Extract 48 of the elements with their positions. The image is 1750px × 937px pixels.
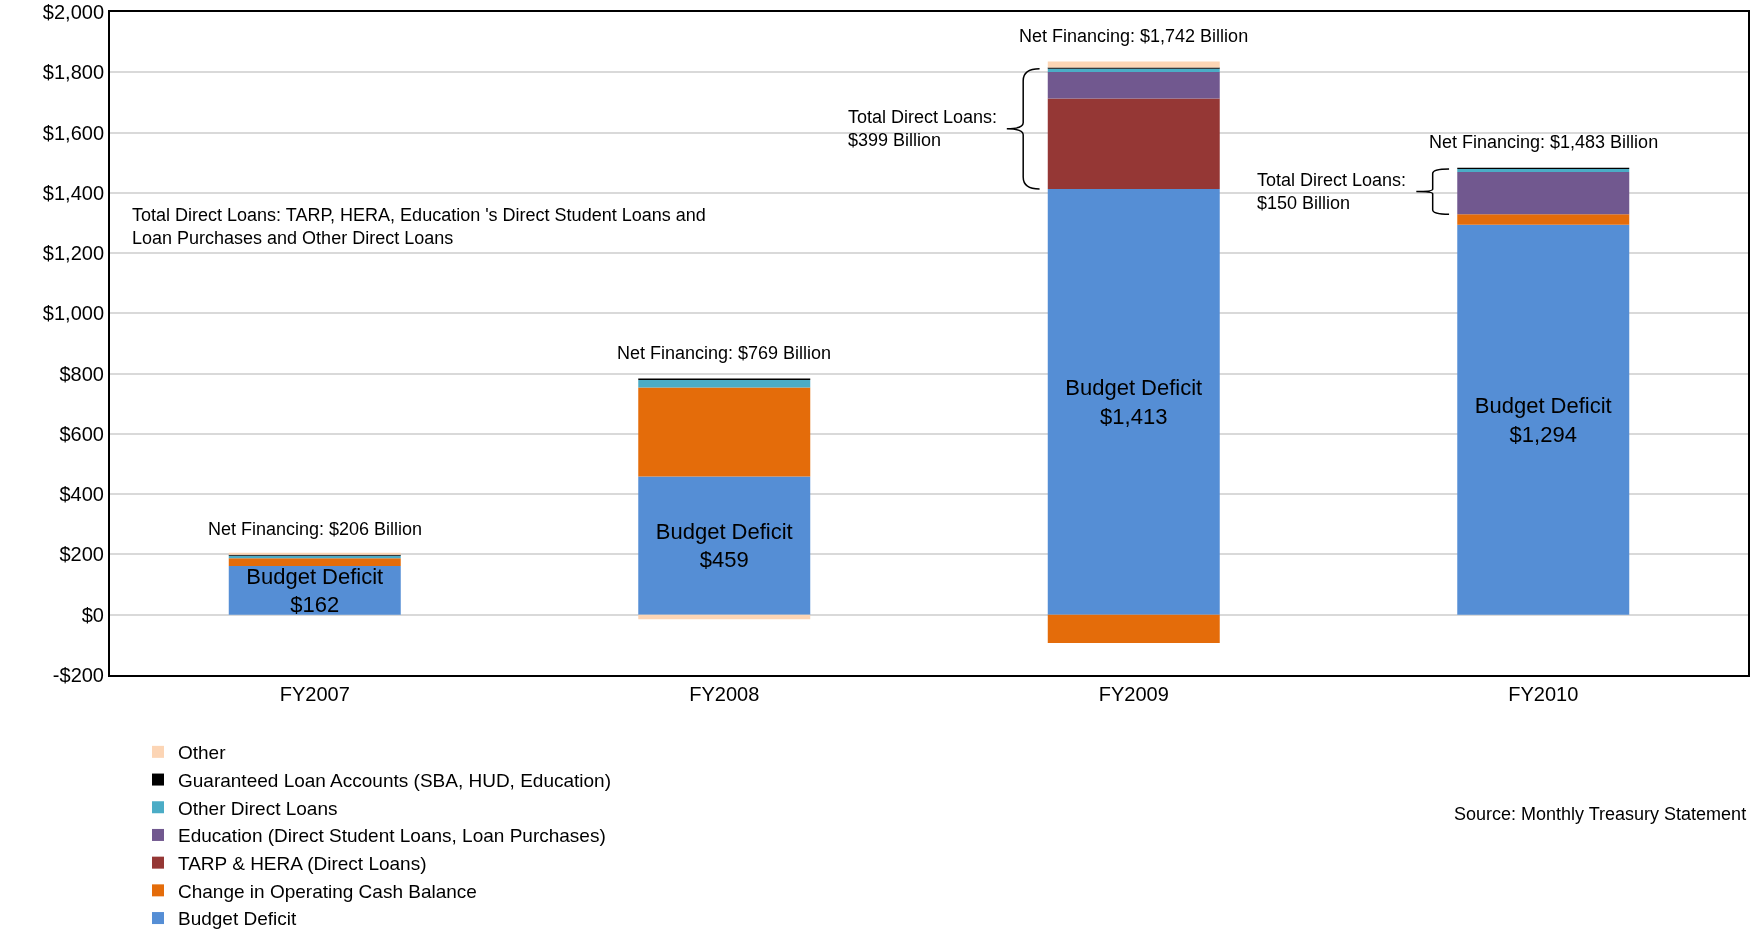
- legend-label: TARP & HERA (Direct Loans): [177, 853, 427, 875]
- y-tick-label: $1,600: [42, 121, 104, 144]
- y-tick-label: $400: [59, 483, 104, 506]
- bar: [1047, 61, 1220, 68]
- legend-label: Budget Deficit: [177, 908, 297, 930]
- bar: [228, 558, 401, 566]
- legend-label: Other Direct Loans: [177, 797, 338, 819]
- bar: [1047, 71, 1220, 99]
- source-note: Source: Monthly Treasury Statement: [1454, 804, 1747, 824]
- bar: [638, 379, 811, 388]
- bar: [638, 387, 811, 477]
- annotation: Net Financing: $206 Billion: [208, 519, 423, 539]
- bar: [1457, 172, 1630, 215]
- y-tick-label: $1,800: [42, 61, 104, 84]
- x-tick-label: FY2009: [1098, 683, 1169, 705]
- annotation: Total Direct Loans: $150 Billion: [1257, 170, 1407, 214]
- bar: [1047, 614, 1220, 644]
- bar: [1457, 224, 1630, 615]
- x-tick-label: FY2008: [689, 683, 760, 705]
- bar: [1047, 98, 1220, 189]
- y-tick-label: $200: [59, 543, 104, 566]
- annotation: Total Direct Loans: TARP, HERA, Education 's Direct Student Loans and Loan Purchases and Other Direct Loans: [132, 205, 706, 249]
- data-label: Budget Deficit $1,413: [1065, 375, 1203, 429]
- y-tick-label: $2,000: [42, 1, 104, 23]
- annotation: Net Financing: $1,742 Billion: [1019, 26, 1249, 46]
- bar: [1457, 214, 1630, 225]
- legend-label: Change in Operating Cash Balance: [177, 880, 477, 902]
- data-label: Budget Deficit $162: [246, 563, 384, 618]
- y-tick-label: $1,200: [42, 242, 104, 265]
- y-tick-label: $800: [59, 362, 104, 385]
- bar: [638, 476, 811, 615]
- x-tick-label: FY2007: [279, 683, 350, 705]
- y-tick-label: -$200: [52, 664, 104, 686]
- data-label: Budget Deficit $1,294: [1474, 392, 1612, 447]
- annotation: Net Financing: $1,483 Billion: [1429, 132, 1659, 152]
- legend-label: Education (Direct Student Loans, Loan Purchases): [177, 825, 606, 847]
- y-tick-label: $0: [81, 603, 104, 626]
- legend-label: Guaranteed Loan Accounts (SBA, HUD, Education): [177, 769, 612, 791]
- bar: [1457, 169, 1630, 173]
- data-label: Budget Deficit $459: [655, 518, 793, 573]
- annotation: Net Financing: $769 Billion: [617, 343, 832, 363]
- legend-label: Other: [177, 742, 227, 764]
- y-tick-label: $1,000: [42, 302, 104, 325]
- y-tick-label: $1,400: [42, 181, 104, 204]
- x-tick-label: FY2010: [1508, 683, 1579, 705]
- annotation: Total Direct Loans: $399 Billion: [848, 107, 998, 151]
- y-tick-label: $600: [59, 422, 104, 445]
- bar: [1047, 188, 1220, 615]
